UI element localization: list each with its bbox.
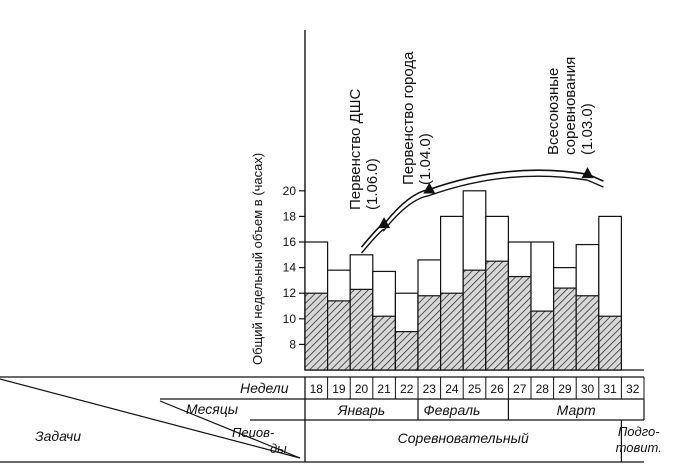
week-number: 19 [332,382,346,396]
month-name: Март [557,402,596,418]
annotation-label: Первенство города(1.04.0) [400,51,434,185]
annotation-line: Первенство города [400,51,417,185]
week-number: 30 [581,382,595,396]
y-axis-label: Общий недельный объем в (часах) [250,153,265,365]
y-tick-label: 20 [283,184,297,198]
annotation-label: Первенство ДШС(1.06.0) [347,89,381,210]
period-name: Соревновательный [398,430,529,446]
week-number: 22 [400,382,414,396]
bar-specific [441,293,464,370]
bar-specific [463,270,486,370]
week-number: 32 [626,382,640,396]
bar-specific [599,316,622,370]
week-number: 28 [536,382,550,396]
periods-label-line2: ды [270,441,287,456]
annotation-line: (1.03.0) [579,103,596,155]
y-tick-label: 8 [289,337,296,351]
months-label: Месяцы [186,401,239,417]
bar-specific [305,293,328,370]
week-number: 20 [355,382,369,396]
bars-layer [305,191,621,370]
week-number: 29 [558,382,572,396]
week-number: 21 [377,382,391,396]
y-tick-label: 14 [283,261,297,275]
week-number: 31 [603,382,617,396]
annotation-line: (1.06.0) [364,158,381,210]
week-number: 23 [423,382,437,396]
bar-specific [328,301,351,370]
week-number: 18 [310,382,324,396]
bar-specific [576,296,599,370]
competition-marker [582,167,594,178]
bar-specific [418,296,441,370]
week-number: 24 [445,382,459,396]
annotation-line: (1.04.0) [417,133,434,185]
periods-label-line1: Пеиов- [232,425,275,440]
annotation-label: Всесоюзныесоревнования(1.03.0) [545,57,596,155]
y-tick-label: 10 [283,312,297,326]
month-name: Январь [337,402,385,418]
figure: Общий недельный объем в (часах) 8 10 12 14 1… [0,0,677,468]
bar-specific [395,332,418,370]
y-tick-label: 18 [283,209,297,223]
period-name: товит. [616,440,662,455]
bar-specific [508,277,531,370]
bar-specific [486,261,509,370]
y-tick-label: 12 [283,286,297,300]
week-number: 27 [513,382,527,396]
week-number: 26 [490,382,504,396]
weeks-label: Недели [240,380,289,396]
tasks-label: Задачи [35,428,81,444]
week-number: 25 [468,382,482,396]
month-name: Февраль [423,402,480,418]
bar-specific [531,311,554,370]
bar-specific [350,289,373,370]
y-tick-label: 16 [283,235,297,249]
bar-specific [373,316,396,370]
periodization-table: 18 19 20 21 22 23 24 25 26 27 28 29 30 31 32 Январь Февр… [0,377,662,462]
annotation-line: Первенство ДШС [347,89,364,210]
annotation-line: Всесоюзные [545,68,562,155]
period-name: Подго- [618,424,660,439]
annotation-line: соревнования [562,57,579,155]
bar-specific [554,288,577,370]
training-volume-chart: Общий недельный объем в (часах) 8 10 12 14 1… [0,0,677,468]
